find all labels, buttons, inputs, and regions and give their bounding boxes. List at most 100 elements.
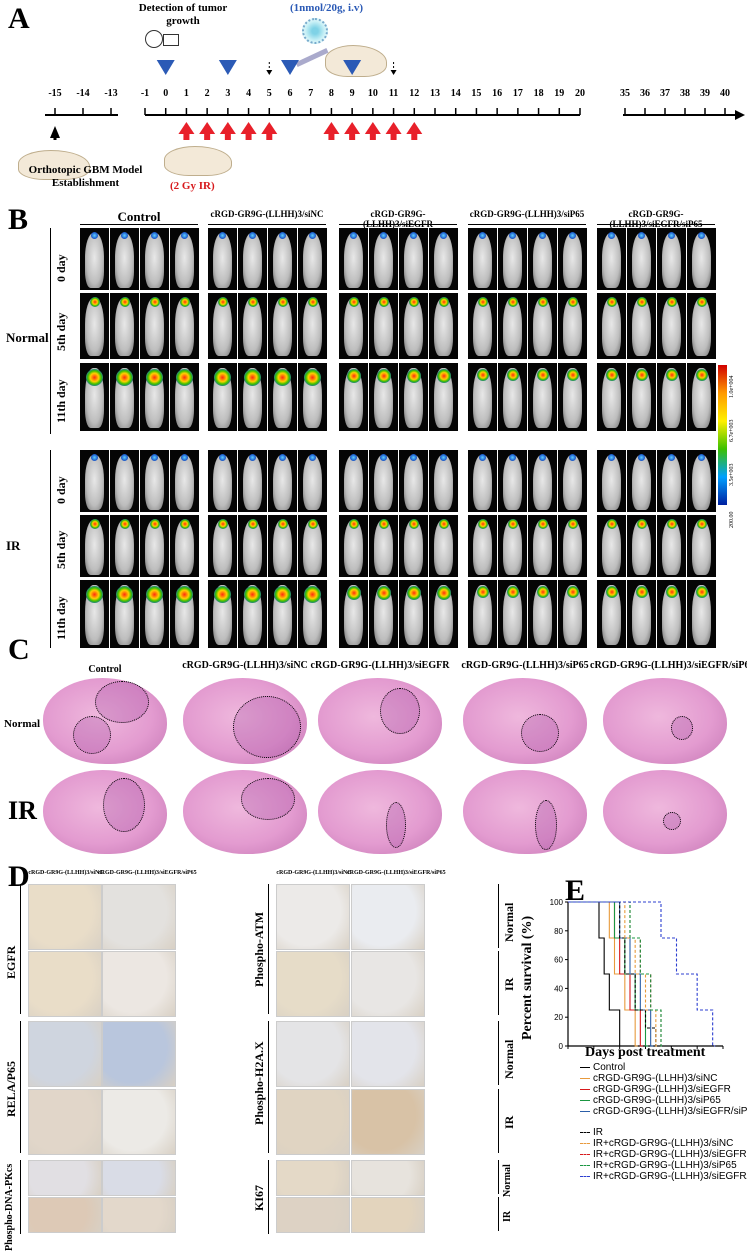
mouse-image <box>80 580 109 648</box>
marker-bracket-left <box>20 1160 21 1234</box>
mouse-image <box>498 580 527 648</box>
mouse-image <box>558 363 587 431</box>
mouse-image <box>268 450 297 512</box>
group-underline <box>597 224 715 225</box>
mouse-image <box>170 228 199 290</box>
tumor-outline <box>73 716 111 754</box>
legend-label: IR+cRGD-GR9G-(LLHH)3/siEGFR/siP65 <box>593 1171 747 1182</box>
tick-label-1: 1 <box>183 88 189 99</box>
ihc-tile-right <box>351 951 425 1017</box>
group-title: cRGD-GR9G-(LLHH)3/siEGFR/siP65 <box>609 209 703 229</box>
ihc-condition-label: IR <box>502 977 516 991</box>
mouse-image <box>339 450 368 512</box>
ir-arrow <box>178 122 195 134</box>
survival-curve-8 <box>568 901 664 1047</box>
mouse-image <box>339 228 368 290</box>
legend-label: IR <box>593 1127 603 1138</box>
ihc-tile-right <box>276 1089 350 1155</box>
chart-xlabel: Days post treatment <box>585 1045 706 1060</box>
mouse-image <box>369 450 398 512</box>
mouse-image <box>140 293 169 359</box>
injection-arrow <box>343 60 362 75</box>
mouse-image <box>399 580 428 648</box>
mouse-image <box>80 228 109 290</box>
mouse-image <box>298 450 327 512</box>
marker-bracket-right <box>268 884 269 1014</box>
mouse-image <box>268 580 297 648</box>
tick-label-0: 0 <box>163 88 169 99</box>
mouse-image <box>597 450 626 512</box>
ir-arrow-shaft <box>224 133 231 140</box>
mouse-image <box>429 580 458 648</box>
ihc-tile-left <box>28 884 102 950</box>
mouse-image <box>627 580 656 648</box>
ihc-tile-left <box>28 1021 102 1087</box>
mouse-image <box>110 580 139 648</box>
tick-label-9: 9 <box>349 88 355 99</box>
legend-item: Control <box>580 1062 625 1073</box>
survival-curve-6 <box>568 901 659 1047</box>
tumor-outline <box>95 681 149 723</box>
mouse-image <box>498 228 527 290</box>
ihc-column-title: cRGD-GR9G-(LLHH)3/siNC <box>28 870 104 876</box>
ir-arrow-shaft <box>349 133 356 140</box>
tumor-outline <box>241 778 295 820</box>
mouse-image <box>238 293 267 359</box>
mouse-image <box>339 363 368 431</box>
brain-section <box>603 678 727 764</box>
legend-swatch <box>580 1164 590 1166</box>
ir-arrow-shaft <box>183 133 190 140</box>
mouse-image <box>369 228 398 290</box>
legend-item: cRGD-GR9G-(LLHH)3/siEGFR/siP65 <box>580 1106 747 1117</box>
brain-section <box>43 678 167 764</box>
tick-label-12: 12 <box>409 88 420 99</box>
mouse-image <box>140 515 169 577</box>
mouse-image <box>238 515 267 577</box>
mouse-image <box>399 363 428 431</box>
mouse-image <box>110 363 139 431</box>
tick-label-16: 16 <box>492 88 503 99</box>
tick-label-36: 36 <box>640 88 650 99</box>
day-label: 0 day <box>54 476 68 504</box>
legend-item: IR <box>580 1127 603 1138</box>
tick-label--14: -14 <box>76 88 90 99</box>
mouse-image <box>558 450 587 512</box>
ir-arrow-shaft <box>266 133 273 140</box>
group-underline <box>80 224 198 225</box>
mouse-image <box>429 293 458 359</box>
mouse-image <box>429 515 458 577</box>
condition-label: Normal <box>6 330 49 345</box>
colorbar-tick-label: 3.5e+003 <box>729 463 735 486</box>
mouse-image <box>429 450 458 512</box>
legend-label: cRGD-GR9G-(LLHH)3/siP65 <box>593 1095 721 1106</box>
mouse-image <box>110 228 139 290</box>
ihc-column-title: cRGD-GR9G-(LLHH)3/siEGFR/siP65 <box>347 870 446 876</box>
brain-section <box>183 770 307 854</box>
mouse-image <box>268 363 297 431</box>
tumor-outline <box>521 714 559 752</box>
group-underline <box>468 224 586 225</box>
legend-item: cRGD-GR9G-(LLHH)3/siP65 <box>580 1095 721 1106</box>
mouse-image <box>298 363 327 431</box>
mouse-image <box>627 293 656 359</box>
chart-ylabel: Percent survival (%) <box>520 915 535 1040</box>
mouse-image <box>657 228 686 290</box>
y-tick-label: 100 <box>550 898 564 907</box>
injection-arrow-shaft <box>349 60 356 61</box>
condition-bracket-d <box>498 951 499 1015</box>
panel-label-d: D <box>8 860 30 893</box>
injection-label: (1nmol/20g, i.v) <box>290 2 364 14</box>
tick-label-37: 37 <box>660 88 670 99</box>
tick-label-8: 8 <box>328 88 334 99</box>
day-label: 11th day <box>54 596 68 640</box>
mouse-image <box>110 293 139 359</box>
mouse-image <box>80 363 109 431</box>
mouse-image <box>110 515 139 577</box>
tick-label-38: 38 <box>680 88 690 99</box>
mouse-image <box>369 580 398 648</box>
group-title: cRGD-GR9G-(LLHH)3/siNC <box>210 209 324 219</box>
mouse-image <box>80 515 109 577</box>
legend-swatch <box>580 1131 590 1133</box>
mouse-image <box>140 450 169 512</box>
mouse-image <box>627 515 656 577</box>
